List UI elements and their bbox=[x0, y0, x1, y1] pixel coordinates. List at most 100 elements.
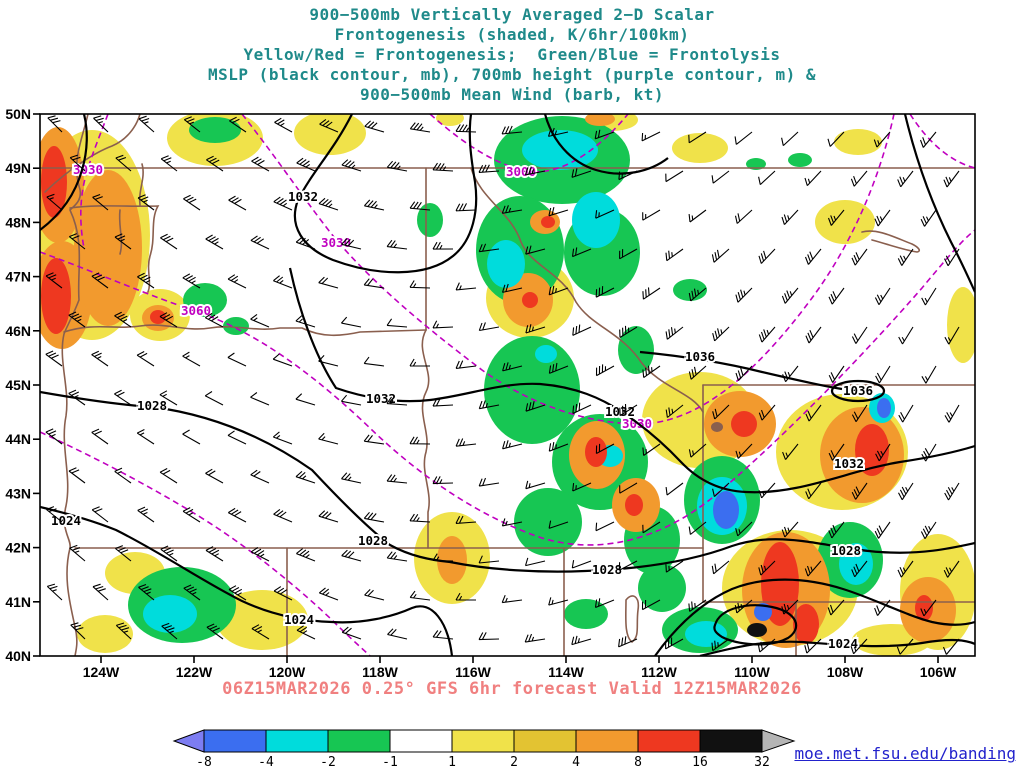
geo-border-line bbox=[63, 324, 427, 337]
wind-barb bbox=[341, 549, 362, 562]
mslp-contour bbox=[654, 578, 975, 656]
wind-barb bbox=[47, 115, 63, 133]
wind-barb bbox=[525, 480, 546, 490]
geo-border-line bbox=[861, 230, 920, 253]
lat-label: 40N bbox=[5, 648, 31, 664]
wind-barb bbox=[665, 248, 684, 262]
wind-barb bbox=[409, 280, 431, 289]
wind-barb bbox=[548, 520, 569, 529]
wind-barb bbox=[114, 233, 132, 250]
wind-barb bbox=[205, 468, 224, 484]
wind-barb bbox=[92, 583, 109, 601]
wind-barb bbox=[734, 131, 753, 145]
wind-barb bbox=[758, 170, 776, 186]
wind-barb bbox=[409, 122, 431, 133]
shaded-region-cyan bbox=[487, 240, 525, 288]
wind-barb bbox=[205, 312, 224, 328]
colorbar-tick-label: 1 bbox=[448, 755, 456, 768]
wind-barb bbox=[688, 521, 707, 535]
wind-barb bbox=[114, 389, 132, 406]
wind-barb bbox=[874, 287, 891, 306]
contour-label: 1028 bbox=[831, 543, 861, 558]
wind-barb bbox=[69, 544, 86, 562]
wind-barb bbox=[805, 404, 822, 422]
wind-barb bbox=[851, 404, 868, 423]
wind-barb bbox=[91, 350, 109, 367]
wind-barb bbox=[594, 598, 615, 609]
wind-barb bbox=[69, 154, 86, 172]
wind-barb bbox=[804, 560, 822, 577]
wind-barb bbox=[159, 312, 178, 328]
lat-label: 46N bbox=[5, 323, 31, 339]
shaded-region-green bbox=[673, 279, 707, 301]
wind-barb bbox=[874, 209, 891, 227]
wind-barb bbox=[432, 241, 454, 250]
title-line: 900−500mb Mean Wind (barb, kt) bbox=[360, 85, 664, 104]
wind-barb bbox=[711, 638, 730, 652]
wind-barb bbox=[138, 115, 155, 133]
wind-barb bbox=[781, 521, 799, 538]
wind-barb bbox=[688, 365, 707, 380]
shaded-region-yellow bbox=[815, 200, 875, 244]
shaded-region-blue bbox=[754, 603, 772, 621]
shaded-region-yellow bbox=[834, 129, 882, 155]
mslp-contour-closed bbox=[830, 379, 886, 403]
wind-barb bbox=[594, 129, 615, 140]
wind-barb bbox=[501, 283, 523, 293]
wind-barb bbox=[227, 352, 247, 367]
lat-label: 44N bbox=[5, 431, 31, 447]
wind-barb bbox=[68, 233, 86, 250]
shaded-region-green bbox=[183, 283, 227, 317]
wind-barb bbox=[665, 326, 684, 340]
wind-barb bbox=[273, 586, 293, 601]
wind-barb bbox=[501, 125, 523, 135]
wind-barb bbox=[227, 430, 247, 445]
shaded-region-green bbox=[746, 158, 766, 170]
wind-barb bbox=[619, 403, 638, 417]
lon-label: 122W bbox=[176, 664, 213, 680]
wind-barb bbox=[921, 287, 937, 306]
wind-barb bbox=[828, 521, 845, 539]
wind-barb bbox=[136, 429, 155, 445]
wind-barb bbox=[548, 285, 569, 296]
shaded-region-blue bbox=[713, 491, 739, 529]
wind-barb bbox=[91, 428, 109, 445]
wind-barb bbox=[641, 599, 661, 611]
wind-barb bbox=[136, 351, 155, 367]
wind-barb bbox=[920, 521, 937, 540]
geo-border-line bbox=[69, 205, 160, 293]
wind-barb bbox=[340, 394, 362, 406]
height-contour bbox=[241, 114, 895, 425]
wind-barb bbox=[295, 315, 316, 328]
banding-link[interactable]: moe.met.fsu.edu/banding bbox=[794, 744, 1016, 763]
wind-barb bbox=[363, 199, 385, 211]
wind-barb bbox=[712, 482, 730, 498]
wind-barb bbox=[341, 159, 362, 172]
wind-barb bbox=[91, 506, 109, 523]
lon-label: 120W bbox=[269, 664, 306, 680]
mslp-contour bbox=[903, 114, 975, 293]
wind-barb bbox=[432, 630, 454, 640]
height-contour bbox=[40, 431, 371, 656]
wind-barb bbox=[920, 209, 937, 227]
wind-barb bbox=[571, 560, 592, 569]
wind-barb bbox=[943, 170, 960, 188]
colorbar-arrow-right bbox=[761, 729, 796, 753]
wind-barb bbox=[618, 170, 638, 181]
wind-barb bbox=[571, 247, 592, 258]
wind-barb bbox=[409, 590, 431, 601]
wind-barb bbox=[341, 238, 362, 250]
wind-barb bbox=[897, 170, 914, 188]
wind-barb bbox=[478, 555, 500, 564]
wind-barb bbox=[735, 443, 753, 459]
wind-barb bbox=[455, 360, 477, 369]
colorbar-arrow-left bbox=[172, 729, 205, 753]
wind-barb bbox=[688, 599, 707, 612]
wind-barb bbox=[897, 248, 914, 266]
wind-barb bbox=[455, 592, 476, 601]
wind-barb bbox=[501, 594, 523, 604]
shaded-region-yellow bbox=[436, 114, 464, 126]
wind-barb bbox=[296, 548, 316, 562]
wind-barb bbox=[46, 506, 63, 523]
wind-barb bbox=[478, 400, 500, 410]
